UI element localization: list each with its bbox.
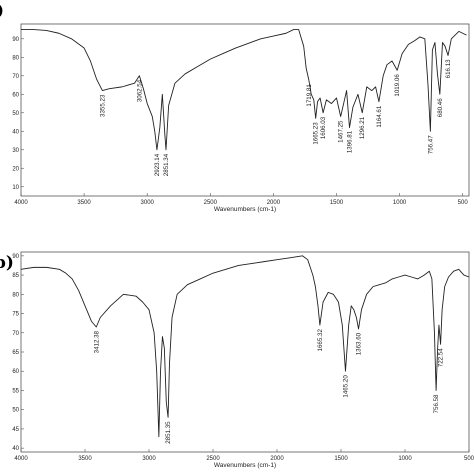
- y-tick-label: 90: [12, 37, 19, 43]
- peak-label: 616.13: [445, 59, 452, 78]
- plot-frame: [20, 251, 470, 453]
- y-tick-label: 60: [12, 369, 19, 375]
- x-axis-label: Wavenumbers (cm-1): [214, 206, 276, 213]
- spectrum-line: [20, 255, 470, 438]
- peak-label: 1665.23: [313, 122, 320, 145]
- y-tick-label: 10: [12, 185, 19, 191]
- x-tick-label: 1000: [398, 456, 412, 462]
- x-tick-label: 3000: [142, 456, 156, 462]
- spectrum-panel-b: b) 4000 3500 3000 2500 2000 1500 1000 500 40 45 50 5…: [0, 251, 474, 469]
- y-tick-label: 90: [12, 254, 19, 260]
- y-tick-label: 50: [12, 111, 19, 117]
- peak-label: 722.54: [438, 348, 445, 367]
- peak-label: 3355.23: [99, 94, 106, 117]
- y-tick-label: 20: [12, 166, 19, 172]
- x-tick-label: 3500: [77, 200, 91, 206]
- spectrum-panel-a: ) 4000 3500 3000 2500 2000 1500 1000 500 10 20 30 40…: [0, 1, 470, 213]
- x-tick-label: 2500: [206, 456, 220, 462]
- x-tick-label: 3500: [78, 456, 92, 462]
- y-tick-label: 65: [12, 350, 19, 356]
- x-tick-label: 2500: [204, 200, 218, 206]
- x-tick-label: 2000: [267, 200, 281, 206]
- y-tick-label: 70: [12, 331, 19, 337]
- y-tick-label: 85: [12, 273, 19, 279]
- y-tick-label: 80: [12, 55, 19, 61]
- y-tick-label: 40: [12, 129, 19, 135]
- peak-label: 2851.35: [165, 421, 172, 444]
- peak-label: 3412.38: [93, 330, 100, 353]
- y-tick-label: 75: [12, 312, 19, 318]
- peak-label: 1665.32: [317, 329, 324, 352]
- peak-label: 1467.25: [338, 120, 345, 143]
- peak-label: 1363.60: [356, 332, 363, 355]
- x-axis-label: Wavenumbers (cm-1): [214, 462, 276, 469]
- peak-label: 756.58: [433, 394, 440, 413]
- y-tick-label: 70: [12, 74, 19, 80]
- peak-label: 2923.14: [154, 153, 161, 176]
- y-tick-label: 55: [12, 388, 19, 394]
- x-tick-label: 500: [458, 200, 469, 206]
- y-tick-label: 45: [12, 427, 19, 433]
- x-tick-label: 1000: [393, 200, 407, 206]
- x-tick-label: 500: [464, 456, 474, 462]
- x-tick-label: 2000: [270, 456, 284, 462]
- plot-frame: [20, 23, 470, 197]
- peak-label: 3062.54: [136, 79, 143, 102]
- x-tick-label: 3000: [141, 200, 155, 206]
- y-tick-label: 50: [12, 408, 19, 414]
- peak-label: 1296.21: [359, 116, 366, 139]
- peak-label: 680.46: [437, 98, 444, 117]
- x-tick-label: 1500: [330, 200, 344, 206]
- y-tick-label: 30: [12, 148, 19, 154]
- peak-label: 1719.81: [306, 84, 313, 107]
- peak-label: 1019.06: [394, 74, 401, 97]
- x-tick-label: 4000: [14, 456, 28, 462]
- peak-label: 1164.61: [376, 105, 383, 127]
- x-tick-label: 1500: [334, 456, 348, 462]
- peak-label: 1396.81: [347, 130, 354, 153]
- panel-label: ): [0, 1, 4, 21]
- peak-label: 1606.03: [320, 116, 327, 139]
- y-tick-label: 40: [12, 446, 19, 452]
- y-tick-label: 60: [12, 92, 19, 98]
- y-tick-label: 80: [12, 292, 19, 298]
- spectrum-line: [21, 29, 467, 151]
- peak-label: 756.47: [427, 135, 434, 154]
- peak-label: 1465.20: [343, 375, 350, 398]
- x-tick-label: 4000: [14, 200, 28, 206]
- peak-label: 2851.34: [163, 153, 170, 176]
- panel-label: b): [0, 253, 14, 273]
